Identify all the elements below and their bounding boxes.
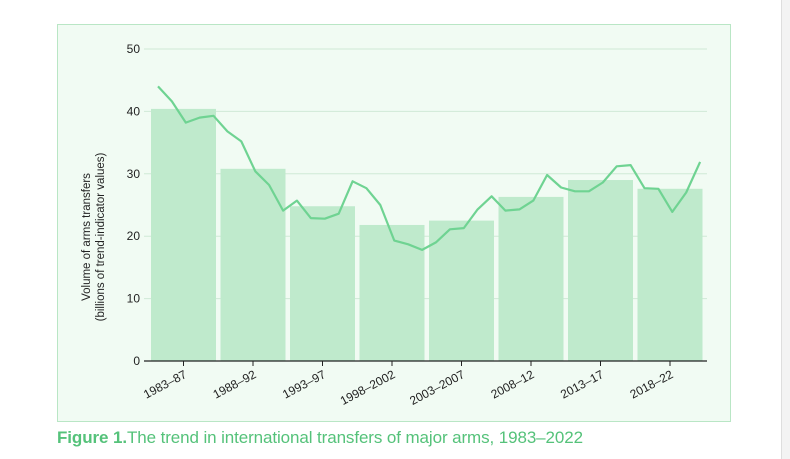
trend-line-series: [157, 85, 702, 251]
y-axis-label-group: Volume of arms transfers (billions of tr…: [81, 152, 107, 321]
bars: [151, 108, 703, 362]
bar-2008–12: [498, 196, 564, 361]
x-tick-label-1983–87: 1983–87: [141, 367, 189, 401]
x-tick-label-1988–92: 1988–92: [211, 367, 259, 401]
bar-2013–17: [568, 180, 633, 361]
figure-caption-label: Figure 1.: [57, 428, 127, 447]
x-tick-label-2018–22: 2018–22: [628, 367, 676, 401]
figure-caption: Figure 1.The trend in international tran…: [57, 428, 583, 448]
y-axis-label: Volume of arms transfers: [81, 173, 93, 301]
y-tick-label-30: 30: [127, 167, 141, 181]
figure-panel: 0 10 20 30 40 50 1983–87 1988–92 1993–97 1998–200…: [57, 24, 731, 422]
bar-line-chart: 0 10 20 30 40 50 1983–87 1988–92 1993–97 1998–200…: [81, 42, 707, 408]
bar-2003–2007: [429, 220, 494, 361]
bar-1993–97: [290, 206, 355, 361]
y-axis-label-units: (billions of trend-indicator values): [95, 152, 107, 321]
page-edge-scrollbar: [781, 0, 790, 459]
y-tick-label-40: 40: [127, 104, 141, 118]
x-tick-label-2008–12: 2008–12: [489, 367, 537, 401]
bar-1983–87: [151, 108, 216, 362]
y-tick-label-0: 0: [133, 354, 140, 368]
figure-caption-text: The trend in international transfers of …: [126, 428, 583, 447]
x-tick-label-1998–2002: 1998–2002: [338, 367, 398, 408]
y-tick-label-20: 20: [127, 229, 141, 243]
bar-1998–2002: [359, 224, 425, 361]
bar-2018–22: [637, 188, 703, 361]
y-tick-label-10: 10: [127, 292, 141, 306]
x-tick-label-2013–17: 2013–17: [558, 367, 606, 401]
bar-1988–92: [220, 168, 286, 361]
x-tick-label-1993–97: 1993–97: [280, 367, 328, 401]
y-tick-label-50: 50: [127, 42, 141, 56]
trend-line: [157, 85, 702, 251]
x-tick-label-2003–2007: 2003–2007: [407, 367, 467, 408]
